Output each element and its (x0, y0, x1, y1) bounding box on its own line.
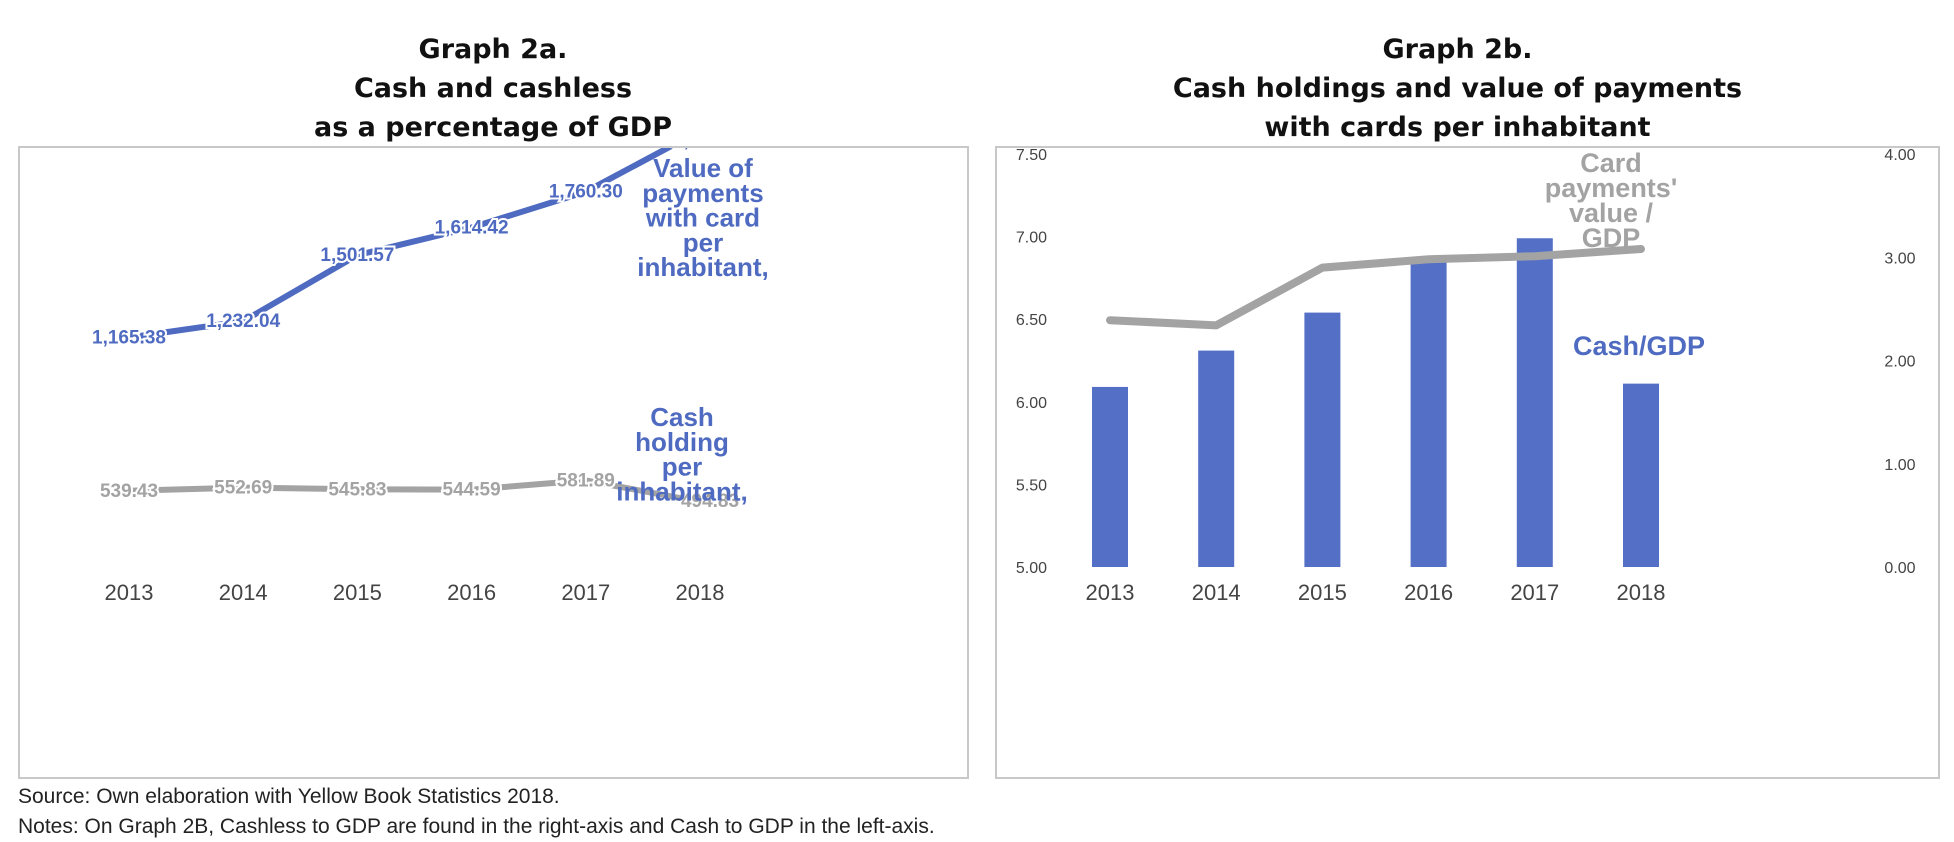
card-payments-gdp-line (1106, 245, 1645, 330)
card-gdp-series-label: payments' (1545, 173, 1677, 203)
cash-gdp-bar (1198, 350, 1235, 567)
left-axis-tick: 5.00 (1016, 560, 1047, 577)
left-axis-tick: 7.00 (1016, 230, 1047, 247)
data-label: 544.59 (443, 480, 501, 501)
card-series-label: Value of (653, 153, 753, 183)
graph-2b-title: Graph 2b. Cash holdings and value of pay… (1172, 34, 1743, 143)
x-tick-label: 2017 (561, 580, 610, 605)
data-label: 1,614.42 (435, 217, 509, 238)
right-axis-tick: 3.00 (1884, 250, 1915, 267)
x-tick-label: 2013 (1086, 580, 1135, 605)
card-gdp-series-label: GDP (1582, 223, 1641, 253)
x-tick-label: 2014 (219, 580, 268, 605)
card-gdp-series-label: value / (1569, 198, 1654, 228)
data-label: 539.43 (100, 481, 158, 502)
x-tick-label: 2015 (1298, 580, 1347, 605)
right-axis-tick: 4.00 (1884, 148, 1915, 164)
left-axis-tick: 6.50 (1016, 312, 1047, 329)
data-label: 1,165.38 (92, 327, 166, 348)
card-series-label: with card (645, 203, 760, 233)
cash-gdp-bar (1092, 386, 1128, 567)
x-tick-label: 2017 (1510, 580, 1559, 605)
data-label: 1,232.04 (206, 311, 280, 332)
data-label: 545.83 (328, 479, 386, 500)
right-axis-tick: 2.00 (1884, 354, 1915, 371)
x-tick-label: 2014 (1192, 580, 1241, 605)
x-tick-label: 2013 (105, 580, 154, 605)
x-tick-label: 2016 (1404, 580, 1453, 605)
data-label: 1,501.57 (320, 245, 394, 266)
graph-2b-panel: 5.00 5.50 6.00 6.50 7.00 7.50 0.00 1.00 2.00 3.00… (995, 146, 1940, 779)
graph-2b-chart: 5.00 5.50 6.00 6.50 7.00 7.50 0.00 1.00 2.00 3.00… (1016, 147, 1916, 605)
graph-2a-title: Graph 2a. Cash and cashless as a percent… (313, 34, 673, 143)
cash-gdp-bar (1410, 258, 1447, 567)
data-label: 1,760.30 (549, 182, 623, 203)
cash-series-label: inhabitant, (616, 476, 747, 506)
cash-series-label: per (662, 452, 702, 482)
left-axis-tick: 5.50 (1016, 477, 1047, 494)
graph-2a-panel: 2013 2014 2015 2016 2017 2018 1,165.38 1,232.04… (18, 127, 969, 779)
x-tick-label: 2018 (1617, 580, 1666, 605)
cash-gdp-bar (1304, 312, 1341, 567)
card-payments-line (126, 127, 703, 341)
data-label: 552.69 (214, 478, 272, 499)
data-label: 581.89 (557, 470, 615, 491)
figure-notes: Source: Own elaboration with Yellow Book… (18, 782, 935, 842)
cash-series-label: holding (635, 427, 729, 457)
cash-gdp-series-label: Cash/GDP (1573, 331, 1705, 361)
card-gdp-series-label: Card (1580, 148, 1642, 178)
cash-series-label: Cash (650, 402, 714, 432)
x-tick-label: 2018 (676, 580, 725, 605)
cash-gdp-bar (1623, 383, 1659, 567)
data-label: 494.83 (681, 491, 739, 512)
card-series-label: payments (642, 178, 763, 208)
graph-2a-chart: 2013 2014 2015 2016 2017 2018 1,165.38 1,232.04… (90, 127, 769, 605)
card-series-label: inhabitant, (637, 252, 768, 282)
right-axis-tick: 0.00 (1884, 560, 1915, 577)
card-series-label: per (683, 227, 723, 257)
right-axis-tick: 1.00 (1884, 457, 1915, 474)
source-note: Source: Own elaboration with Yellow Book… (18, 785, 560, 808)
axis-note: Notes: On Graph 2B, Cashless to GDP are … (18, 815, 935, 838)
left-axis-tick: 6.00 (1016, 395, 1047, 412)
data-label: 2,009.47 (673, 148, 747, 152)
x-tick-label: 2015 (333, 580, 382, 605)
x-tick-label: 2016 (447, 580, 496, 605)
cash-holding-line (126, 477, 703, 505)
left-axis-tick: 7.50 (1016, 148, 1047, 164)
cash-gdp-bar (1516, 238, 1553, 567)
